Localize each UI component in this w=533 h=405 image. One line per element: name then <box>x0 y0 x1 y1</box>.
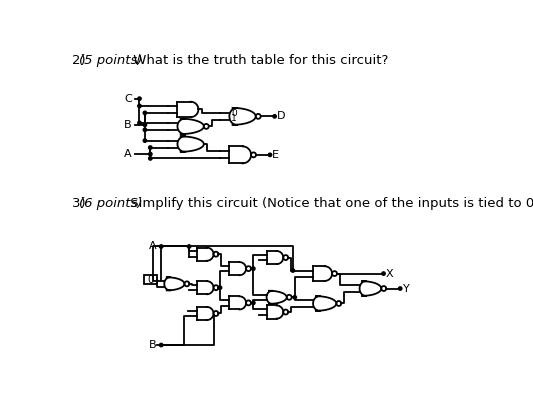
Text: D: D <box>277 111 286 122</box>
Text: E: E <box>272 150 279 160</box>
Text: C: C <box>124 94 132 104</box>
Circle shape <box>149 152 152 156</box>
Text: B: B <box>149 340 157 350</box>
Circle shape <box>273 115 276 118</box>
Circle shape <box>138 97 141 100</box>
Text: What is the truth table for this circuit?: What is the truth table for this circuit… <box>128 54 388 67</box>
Circle shape <box>291 269 295 272</box>
Circle shape <box>143 139 147 142</box>
Circle shape <box>188 245 191 248</box>
Circle shape <box>138 121 141 125</box>
Text: Y: Y <box>402 284 409 294</box>
Circle shape <box>138 104 141 108</box>
Circle shape <box>252 267 255 270</box>
Circle shape <box>143 128 147 132</box>
Text: 1: 1 <box>231 114 237 123</box>
Circle shape <box>159 343 163 347</box>
Text: (6 points): (6 points) <box>79 197 142 210</box>
Text: 0: 0 <box>231 109 237 118</box>
Circle shape <box>143 111 147 115</box>
Text: B: B <box>124 120 132 130</box>
Circle shape <box>252 301 255 305</box>
Text: Simplify this circuit (Notice that one of the inputs is tied to 0).: Simplify this circuit (Notice that one o… <box>126 197 533 210</box>
Text: 2): 2) <box>72 54 90 67</box>
Text: 3): 3) <box>72 197 90 210</box>
Text: 0: 0 <box>147 275 154 285</box>
Bar <box>144 275 157 284</box>
Circle shape <box>149 146 152 149</box>
Circle shape <box>143 123 147 126</box>
Circle shape <box>219 286 222 290</box>
Circle shape <box>293 296 296 299</box>
Circle shape <box>382 272 385 275</box>
Circle shape <box>268 153 272 157</box>
Text: (5 points): (5 points) <box>79 54 142 67</box>
Text: A: A <box>149 241 157 252</box>
Circle shape <box>159 245 163 248</box>
Text: X: X <box>386 269 393 279</box>
Circle shape <box>149 157 152 160</box>
Text: A: A <box>124 149 132 159</box>
Circle shape <box>399 287 402 290</box>
